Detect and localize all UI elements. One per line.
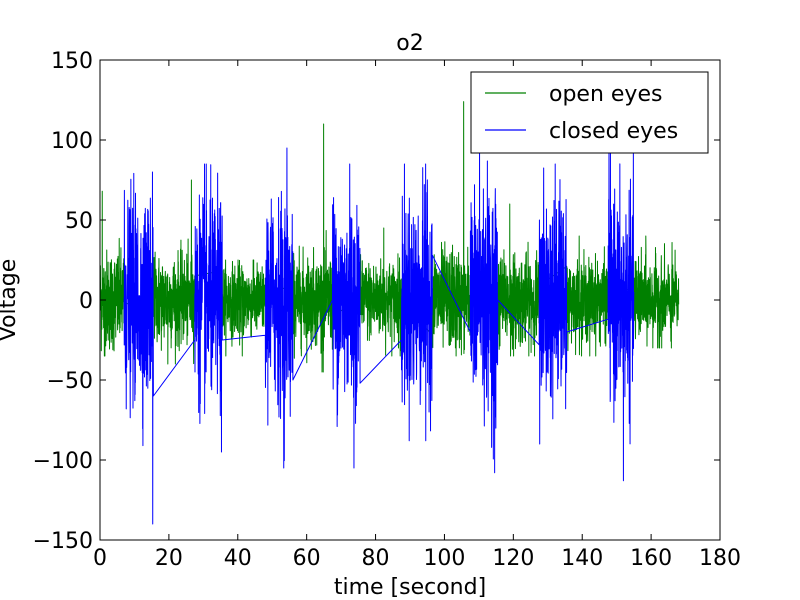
y-tick-label: 150 bbox=[51, 49, 93, 74]
x-tick-label: 120 bbox=[492, 546, 534, 571]
legend: open eyes closed eyes bbox=[470, 71, 709, 154]
y-tick-label: −100 bbox=[33, 449, 93, 474]
y-tick-label: 50 bbox=[65, 209, 93, 234]
x-tick-label: 40 bbox=[224, 546, 252, 571]
series-line-closed-eyes bbox=[123, 139, 635, 525]
chart-title: o2 bbox=[396, 31, 423, 56]
x-tick-label: 100 bbox=[423, 546, 465, 571]
y-axis-label: Voltage bbox=[0, 259, 21, 342]
legend-label-closed-eyes: closed eyes bbox=[549, 119, 678, 144]
x-tick-label: 60 bbox=[293, 546, 321, 571]
x-tick-label: 160 bbox=[630, 546, 672, 571]
x-tick-label: 20 bbox=[155, 546, 183, 571]
y-tick-label: −50 bbox=[47, 369, 93, 394]
x-tick-label: 80 bbox=[362, 546, 390, 571]
x-tick-label: 180 bbox=[699, 546, 741, 571]
legend-label-open-eyes: open eyes bbox=[549, 82, 662, 107]
legend-box bbox=[470, 71, 709, 154]
series-line-open-eyes bbox=[100, 101, 680, 373]
x-tick-label: 140 bbox=[561, 546, 603, 571]
x-axis: 0 20 40 60 80 100 120 140 160 180 bbox=[93, 60, 741, 571]
y-tick-label: −150 bbox=[33, 529, 93, 554]
y-axis: −150 −100 −50 0 50 100 150 bbox=[33, 49, 720, 554]
x-axis-label: time [second] bbox=[334, 575, 486, 600]
x-tick-label: 0 bbox=[93, 546, 107, 571]
series-layer bbox=[100, 101, 680, 525]
y-tick-label: 100 bbox=[51, 129, 93, 154]
y-tick-label: 0 bbox=[79, 289, 93, 314]
